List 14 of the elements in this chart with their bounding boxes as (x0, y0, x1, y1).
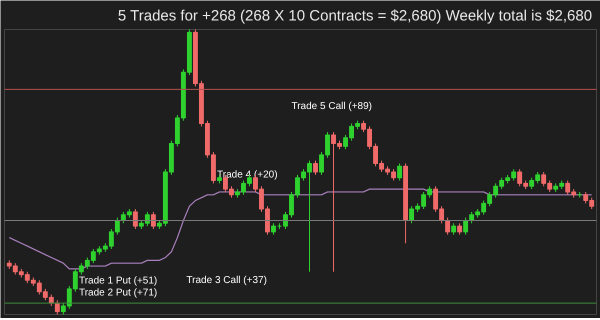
candlestick (54, 300, 60, 314)
candlestick (397, 162, 402, 182)
chart-title: 5 Trades for +268 (268 X 10 Contracts = $2,680) Weekly total is $2,680 (118, 8, 592, 24)
candlestick (457, 222, 462, 236)
candlestick (445, 217, 450, 236)
candlestick (451, 222, 456, 236)
annotation: Trade 5 Call (+89) (291, 100, 372, 112)
annotation: Trade 3 Call (+37) (186, 274, 267, 286)
annotation: Trade 1 Put (+51) (78, 275, 158, 286)
candlestick (313, 160, 318, 176)
candlestick (463, 217, 468, 236)
candlestick (150, 211, 156, 230)
candlestick (132, 208, 138, 230)
annotation: Trade 2 Put (+71) (78, 288, 158, 299)
